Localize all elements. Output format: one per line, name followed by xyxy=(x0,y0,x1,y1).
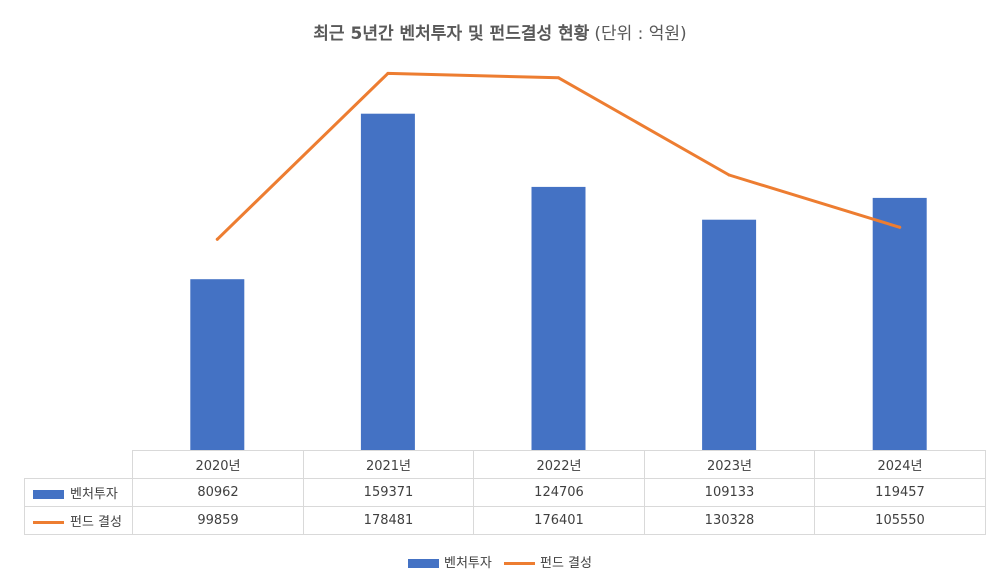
bar-series-group xyxy=(190,113,927,450)
line-point-2023년 xyxy=(727,173,731,177)
chart-title-main: 최근 5년간 벤처투자 및 펀드결성 현황 xyxy=(313,24,590,44)
legend-key-line xyxy=(33,521,64,524)
legend-swatch-line xyxy=(504,562,535,565)
data-table-row-fund: 펀드 결성 99859 178481 176401 130328 105550 xyxy=(24,506,986,535)
data-cell: 176401 xyxy=(473,506,645,535)
data-cell: 178481 xyxy=(303,506,474,535)
legend-label: 펀드 결성 xyxy=(540,556,592,571)
data-cell: 119457 xyxy=(814,478,986,507)
data-table-corner xyxy=(24,450,133,479)
tick-label: 2022년 xyxy=(473,450,645,479)
bar-2023년 xyxy=(702,219,757,450)
data-cell: 159371 xyxy=(303,478,474,507)
legend-item-investment: 벤처투자 xyxy=(408,552,492,571)
tick-label: 2023년 xyxy=(644,450,815,479)
line-point-2021년 xyxy=(386,71,390,75)
data-table: 2020년 2021년 2022년 2023년 2024년 벤처투자 80962… xyxy=(24,450,986,535)
tick-label: 2021년 xyxy=(303,450,474,479)
data-cell: 124706 xyxy=(473,478,645,507)
legend-label: 벤처투자 xyxy=(444,556,492,571)
bar-2020년 xyxy=(190,279,245,450)
line-point-2022년 xyxy=(557,76,560,80)
data-cell: 109133 xyxy=(644,478,815,507)
data-cell: 80962 xyxy=(132,478,304,507)
data-table-row-investment: 벤처투자 80962 159371 124706 109133 119457 xyxy=(24,478,986,507)
line-series-group xyxy=(215,71,902,241)
data-table-row-header: 벤처투자 xyxy=(24,478,133,507)
data-cell: 130328 xyxy=(644,506,815,535)
line-point-2024년 xyxy=(898,225,902,229)
bar-2024년 xyxy=(872,197,927,450)
legend-item-fund: 펀드 결성 xyxy=(504,552,592,571)
chart-title: 최근 5년간 벤처투자 및 펀드결성 현황 (단위 : 억원) xyxy=(0,19,1000,44)
series-name: 펀드 결성 xyxy=(70,515,122,530)
tick-label: 2024년 xyxy=(814,450,986,479)
line-point-2020년 xyxy=(215,237,219,241)
bar-2022년 xyxy=(531,186,586,450)
legend-key-bar xyxy=(33,490,64,499)
bar-2021년 xyxy=(360,113,415,450)
data-cell: 99859 xyxy=(132,506,304,535)
tick-label: 2020년 xyxy=(132,450,304,479)
chart-subtitle: (단위 : 억원) xyxy=(594,24,687,44)
data-table-header-row: 2020년 2021년 2022년 2023년 2024년 xyxy=(24,450,986,479)
legend-swatch-bar xyxy=(408,559,440,568)
data-cell: 105550 xyxy=(814,506,986,535)
data-table-row-header: 펀드 결성 xyxy=(24,506,133,535)
legend: 벤처투자 펀드 결성 xyxy=(0,552,1000,571)
series-name: 벤처투자 xyxy=(70,487,118,502)
